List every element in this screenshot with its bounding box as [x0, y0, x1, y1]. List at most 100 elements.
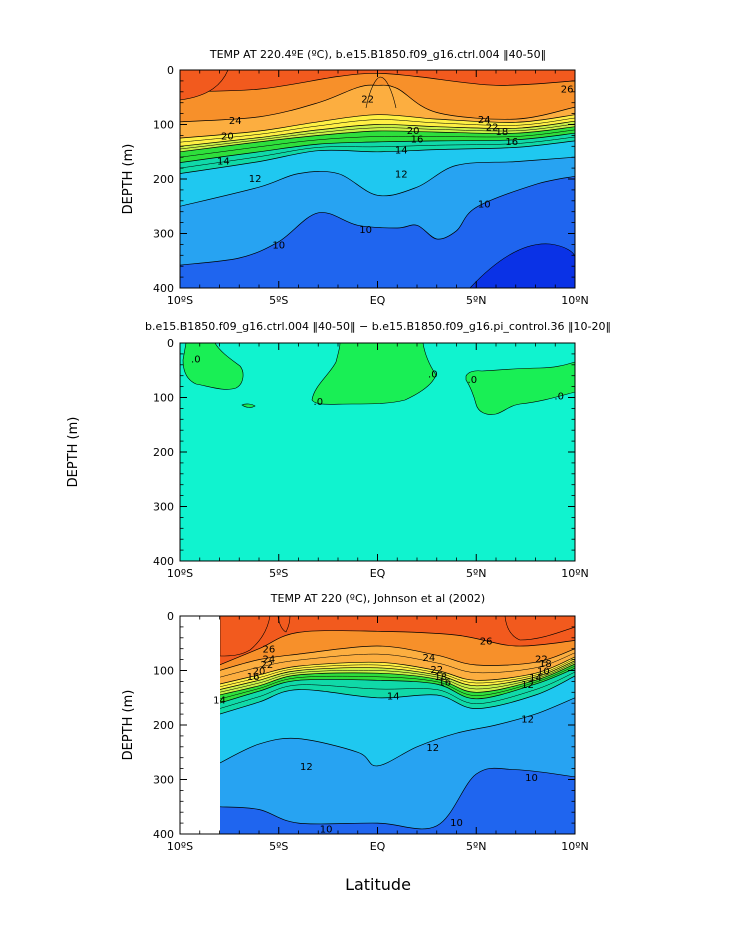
contour-label: .0 — [191, 354, 201, 365]
y-tick-label: 100 — [153, 392, 174, 405]
panel-2-contour-labels: .0 .0 .0 .0 .0 — [191, 354, 564, 408]
contour-label: .0 — [554, 391, 564, 402]
panel-2-difference: b.e15.B1850.f09_g16.ctrl.004 ‖40-50‖ − b… — [66, 320, 611, 580]
contour-label: 24 — [478, 115, 491, 126]
x-tick-label: 5ºN — [466, 840, 486, 853]
contour-label: 16 — [438, 677, 451, 688]
x-tick-label: 5ºN — [466, 567, 486, 580]
y-tick-label: 400 — [153, 555, 174, 568]
contour-label: 10 — [450, 818, 463, 829]
contour-label: 24 — [263, 655, 276, 666]
y-tick-label: 300 — [153, 774, 174, 787]
x-tick-label: 10ºS — [167, 840, 193, 853]
contour-label: 18 — [539, 659, 552, 670]
contour-label: 12 — [426, 743, 439, 754]
panel-3-warm-pool-west — [220, 616, 271, 657]
isotherm-16 — [220, 667, 575, 704]
x-tick-label: EQ — [370, 840, 386, 853]
isotherm-10 — [220, 767, 575, 830]
panel-3-warm-pool-east — [504, 616, 575, 641]
contour-label: 26 — [561, 85, 574, 96]
panel-1-y-axis-label: DEPTH (m) — [121, 144, 136, 215]
isotherm-14 — [220, 675, 575, 715]
intermediate-contour — [220, 658, 575, 688]
y-tick-label: 400 — [153, 282, 174, 295]
isotherm-18 — [220, 663, 575, 696]
x-tick-label: 10ºN — [561, 567, 588, 580]
y-tick-label: 100 — [153, 665, 174, 678]
contour-label: 14 — [217, 157, 230, 168]
x-tick-label: EQ — [370, 567, 386, 580]
isotherm-12 — [220, 697, 575, 767]
contour-label: .0 — [314, 397, 324, 408]
isotherm-22 — [180, 114, 575, 139]
panel-1-contour-lines — [180, 72, 575, 266]
contour-label: 22 — [261, 660, 274, 671]
x-tick-label: 5ºN — [466, 294, 486, 307]
panel-3-contour-lines — [220, 630, 575, 830]
panel-1-axes: 10ºS 5ºS EQ 5ºN 10ºN 0 100 200 300 400 — [153, 64, 589, 307]
panel-2-filled-contours — [180, 343, 575, 561]
panel-1-title: TEMP AT 220.4ºE (ºC), b.e15.B1850.f09_g1… — [209, 48, 546, 61]
intermediate-contour — [180, 123, 575, 150]
contour-label: 10 — [320, 825, 333, 836]
y-tick-label: 300 — [153, 228, 174, 241]
contour-label: .0 — [428, 370, 438, 381]
contour-label: 20 — [407, 126, 420, 137]
contour-label: 10 — [272, 240, 285, 251]
panel-3-features — [220, 616, 575, 657]
intermediate-contour — [220, 662, 575, 693]
x-tick-label: 5ºS — [269, 567, 288, 580]
band-below-10 — [220, 768, 575, 834]
intermediate-contour — [220, 652, 575, 678]
panel-3-axes: 10ºS 5ºS EQ 5ºN 10ºN 0 100 200 300 400 — [153, 610, 589, 853]
isotherm-26 — [220, 630, 575, 666]
contour-label: 14 — [395, 146, 408, 157]
y-tick-label: 200 — [153, 173, 174, 186]
contour-label: 18 — [434, 672, 447, 683]
x-tick-label: EQ — [370, 294, 386, 307]
intermediate-contour — [180, 129, 575, 158]
contour-label: 20 — [221, 131, 234, 142]
panel-2-title: b.e15.B1850.f09_g16.ctrl.004 ‖40-50‖ − b… — [145, 320, 611, 333]
contour-label: 24 — [423, 653, 436, 664]
band-below-10 — [180, 176, 575, 288]
intermediate-contour — [180, 117, 575, 143]
contour-label: 12 — [300, 762, 313, 773]
contour-label: 14 — [529, 673, 542, 684]
intermediate-contour — [220, 665, 575, 700]
x-tick-label: 5ºS — [269, 840, 288, 853]
y-tick-label: 400 — [153, 828, 174, 841]
contour-label: .0 — [468, 375, 478, 386]
panel-2-positive-patch-west — [182, 343, 244, 390]
panel-3-filled-contours — [220, 616, 575, 834]
panel-1-model-temperature: TEMP AT 220.4ºE (ºC), b.e15.B1850.f09_g1… — [121, 48, 589, 307]
contour-label: 10 — [525, 773, 538, 784]
contour-label: 16 — [411, 135, 424, 146]
panel-2-positive-patch-east — [465, 361, 575, 415]
contour-label: 26 — [480, 637, 493, 648]
panel-3-title: TEMP AT 220 (ºC), Johnson et al (2002) — [270, 592, 485, 605]
x-tick-label: 10ºS — [167, 567, 193, 580]
y-tick-label: 200 — [153, 446, 174, 459]
contour-label: 14 — [213, 695, 226, 706]
panel-2-positive-patch-equator — [311, 343, 437, 405]
contour-label: 24 — [229, 116, 242, 127]
contour-label: 22 — [535, 655, 548, 666]
contour-label: 12 — [249, 174, 262, 185]
y-tick-label: 0 — [167, 610, 174, 623]
x-tick-label: 10ºN — [561, 294, 588, 307]
panel-1-equatorial-24-bump — [365, 76, 397, 109]
contour-label: 16 — [247, 672, 260, 683]
isotherm-20 — [220, 660, 575, 690]
panel-3-y-axis-label: DEPTH (m) — [121, 690, 136, 761]
panel-2-y-axis-label: DEPTH (m) — [66, 417, 81, 488]
isotherm-12 — [180, 156, 575, 207]
y-tick-label: 100 — [153, 119, 174, 132]
contour-label: 20 — [253, 667, 266, 678]
panel-1-filled-contours — [180, 70, 575, 288]
contour-label: 16 — [505, 137, 518, 148]
intermediate-contour — [220, 671, 575, 709]
